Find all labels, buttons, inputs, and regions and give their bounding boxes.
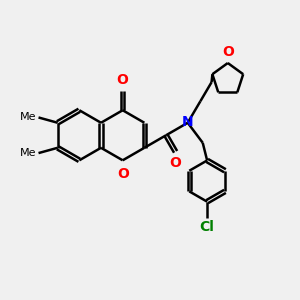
Text: O: O: [117, 167, 129, 181]
Text: O: O: [170, 156, 182, 170]
Text: O: O: [117, 73, 129, 87]
Text: N: N: [182, 116, 194, 130]
Text: Cl: Cl: [200, 220, 214, 234]
Text: Me: Me: [20, 148, 36, 158]
Text: Me: Me: [20, 112, 36, 122]
Text: O: O: [222, 45, 234, 59]
